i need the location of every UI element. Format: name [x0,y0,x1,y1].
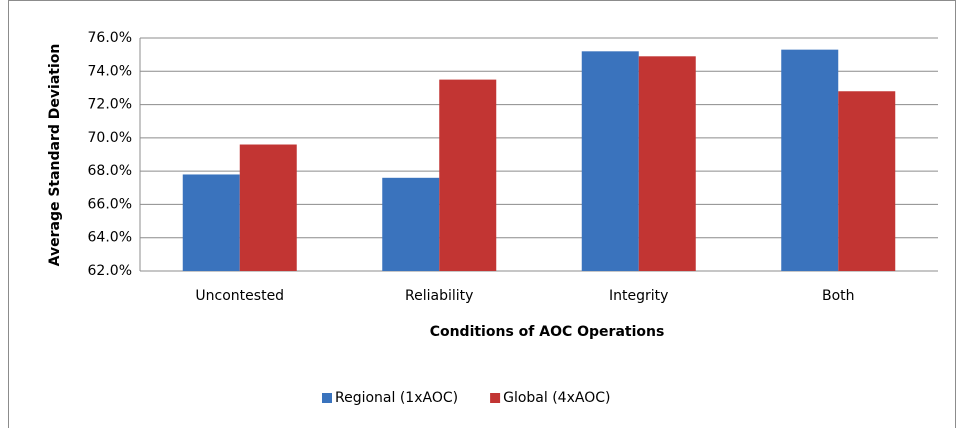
bar [239,144,297,271]
bar [439,79,497,271]
x-tick-label: Integrity [609,288,668,304]
y-tick-label: 74.0% [88,63,132,79]
y-tick-label: 72.0% [88,97,132,113]
bar [182,174,240,271]
x-tick-label: Uncontested [195,288,284,304]
y-tick-label: 68.0% [88,163,132,179]
bar [382,177,440,271]
bar [838,91,896,271]
bar [581,51,639,271]
y-tick-label: 62.0% [88,263,132,279]
x-tick-label: Both [822,288,855,304]
y-tick-label: 76.0% [88,30,132,46]
y-axis-title: Average Standard Deviation [47,44,63,267]
bar [638,56,696,271]
legend-label: Global (4xAOC) [503,390,610,406]
x-tick-label: Reliability [405,288,473,304]
bar [781,49,839,272]
x-axis-title: Conditions of AOC Operations [430,324,665,340]
legend-label: Regional (1xAOC) [335,390,458,406]
y-tick-label: 70.0% [88,130,132,146]
legend-swatch [322,393,332,403]
legend-swatch [490,393,501,403]
y-tick-label: 64.0% [88,230,132,246]
y-tick-label: 66.0% [88,196,132,212]
